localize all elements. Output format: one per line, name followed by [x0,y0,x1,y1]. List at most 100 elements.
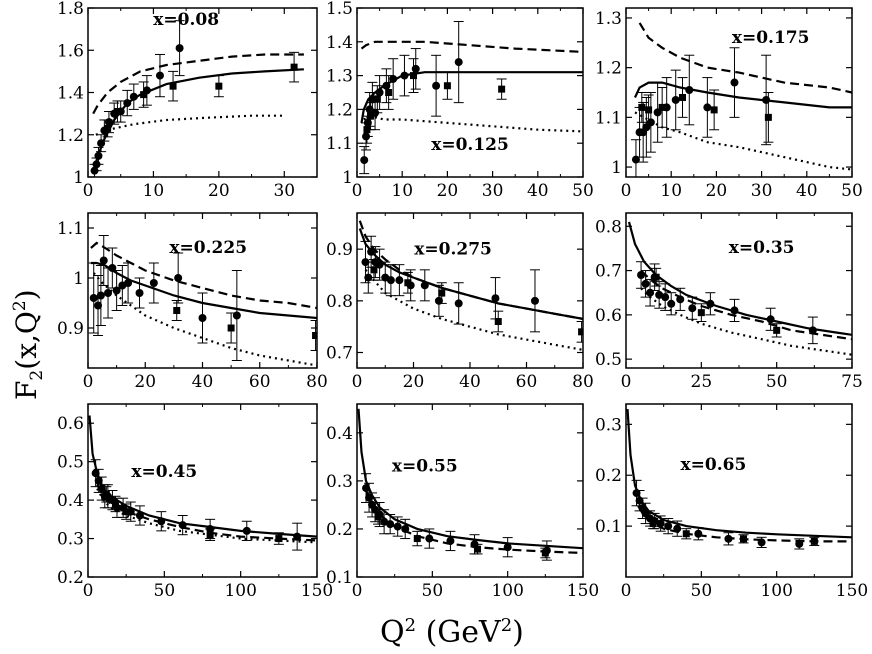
circle-marker [795,539,804,548]
square-marker [645,106,653,114]
x-tick-label: 0 [83,372,94,392]
data-point [729,47,740,118]
panel-3: 0 10 20 30 40 50 1 1.1 1.2 1.3 x=0.175 [595,7,863,201]
circle-marker [198,314,207,322]
data-point [670,69,681,131]
x-label-main: Q [380,615,405,650]
data-point [677,77,688,118]
square-marker [682,530,690,538]
y-tick-label: 0.4 [326,424,353,444]
panel-frame [87,7,318,178]
data-point [368,259,379,281]
data-point [289,51,300,83]
square-marker [498,85,506,93]
x-label-unit-sup: 2 [500,615,513,636]
data-point [93,146,104,165]
x-tick-label: 150 [567,581,599,601]
data-point [372,85,383,114]
panel-9: 0 50 100 150 0.1 0.2 0.3 x=0.65 [595,403,868,601]
data-point [412,530,423,547]
circle-marker [673,524,682,533]
x-tick-label: 10 [143,181,165,201]
circle-marker [694,529,703,538]
circle-marker [375,88,384,97]
panel-label: x=0.175 [732,28,810,48]
square-marker [140,91,148,99]
x-tick-label: 30 [751,181,773,201]
x-tick-label: 50 [572,181,594,201]
data-point [645,92,656,153]
data-point [693,527,704,541]
data-point [95,265,106,326]
circle-marker [386,520,395,529]
circle-marker [393,522,402,531]
square-marker [697,309,705,317]
x-tick-label: 0 [83,181,94,201]
y-tick-label: 0.1 [595,517,622,537]
y-tick-label: 0.8 [326,292,353,312]
y-tick-label: 0.6 [57,414,84,434]
panel-5: 0 20 40 60 80 0.7 0.8 0.9 x=0.275 [326,212,594,392]
y-tick-label: 1.8 [57,0,84,19]
circle-marker [94,476,103,485]
data-point [380,261,391,294]
square-marker [374,513,382,521]
y-tick-label: 0.5 [595,350,622,370]
circle-marker [364,273,373,282]
data-point [408,58,419,93]
circle-marker [89,294,98,302]
y-axis-label: F2(x,Q2) [6,250,47,410]
data-point [88,262,99,334]
solid-curve [92,68,304,174]
data-point [171,300,182,321]
circle-marker [367,247,376,256]
data-point [675,287,686,311]
circle-marker [360,156,369,165]
data-point [576,321,583,343]
data-point [128,83,139,110]
x-tick-label: 0 [621,372,632,392]
square-marker [370,266,378,274]
x-tick-label: 150 [301,581,333,601]
panel-label: x=0.65 [680,455,746,475]
data-point [174,20,185,77]
circle-marker [129,92,138,101]
circle-marker [724,534,733,543]
data-point [648,517,659,530]
data-point [723,532,734,546]
circle-marker [688,304,697,313]
square-marker [810,537,818,545]
panel-label: x=0.275 [414,239,492,259]
square-marker [373,95,381,103]
dotted-curve [92,272,317,367]
data-point [453,282,464,325]
solid-curve [90,261,317,320]
data-point [738,534,749,544]
panel-label: x=0.08 [153,10,219,30]
square-marker [113,108,121,116]
data-point [399,54,410,97]
square-marker [102,490,110,498]
panel-plot-area [88,235,317,367]
data-point [445,530,456,552]
x-tick-label: 80 [306,372,328,392]
x-label-sup: 2 [404,615,417,636]
dashed-curve [360,40,583,53]
data-point [453,21,464,104]
circle-marker [664,522,673,531]
circle-marker [454,299,463,308]
data-point [168,70,179,102]
panel-4: 0 20 40 60 80 0.9 1 1.1 x=0.225 [57,212,328,392]
circle-marker [155,71,164,80]
circle-marker [124,279,133,287]
square-marker [413,535,421,543]
square-marker [104,124,112,132]
data-point [765,307,776,331]
square-marker [443,82,451,90]
circle-marker [730,306,739,315]
data-point [652,82,663,143]
data-point [771,323,782,338]
data-point [651,267,662,287]
data-point [496,78,507,100]
